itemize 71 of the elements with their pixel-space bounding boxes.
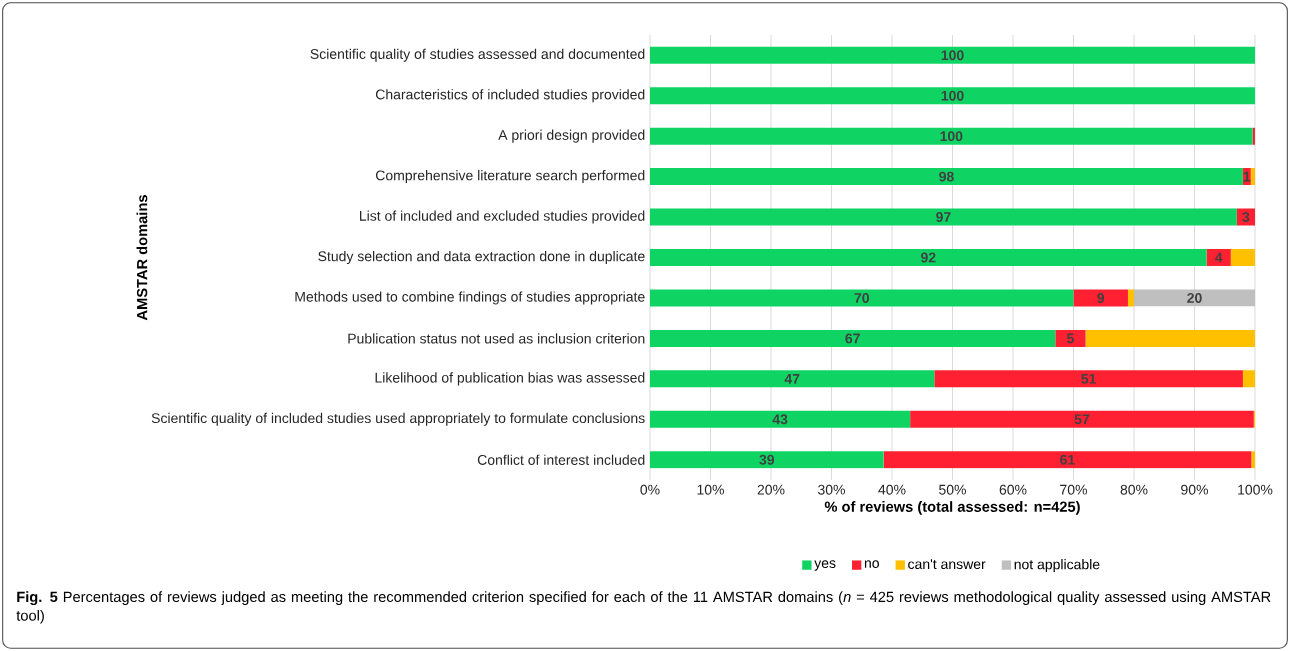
- y-tick-label: Publication status not used as inclusion criterion: [348, 333, 645, 344]
- y-tick-label: Methods used to combine findings of studies appropriate: [295, 291, 645, 305]
- data-label: 67: [845, 333, 860, 344]
- y-tick-label: Scientific quality of included studies used appropriately to formulate conclusions: [151, 412, 645, 426]
- bar: [650, 249, 1207, 267]
- data-label: 4: [1215, 252, 1223, 263]
- legend-label: not applicable: [1014, 559, 1100, 573]
- y-tick-label: Likelihood of publication bias was assessed: [375, 372, 645, 386]
- x-tick-label: 90%: [1181, 484, 1208, 495]
- data-label: 57: [1074, 414, 1090, 425]
- x-tick-label: 40%: [878, 484, 906, 495]
- bar: [1242, 370, 1255, 388]
- data-label: 92: [921, 252, 936, 263]
- y-tick-label: Study selection and data extraction done in duplicate: [318, 250, 645, 265]
- bar: [650, 410, 911, 428]
- data-label: 39: [759, 454, 775, 465]
- bar: [1085, 329, 1255, 347]
- bar: [650, 127, 1253, 145]
- bar: [1073, 289, 1128, 307]
- data-label: 1: [1243, 171, 1251, 182]
- y-tick-label: Characteristics of included studies provided: [375, 89, 645, 103]
- data-label: 97: [936, 212, 951, 223]
- data-label: 51: [1081, 373, 1097, 384]
- data-label: 61: [1060, 454, 1075, 465]
- x-tick-label: 100%: [1238, 484, 1273, 495]
- text: Fig. 5 Percentages of reviews judged as meeting the recommended criterion specified for each of the 11 AMSTAR domains (n = 425 reviews methodological quality assessed using AMSTAR tool): [16, 591, 1271, 624]
- bar: [650, 168, 1243, 186]
- bar: [910, 410, 1254, 428]
- bar: [1127, 289, 1134, 307]
- bar: [1055, 329, 1086, 347]
- legend-label: yes: [814, 560, 836, 571]
- y-tick-label: Conflict of interest included: [477, 454, 645, 465]
- y-tick-label: Scientific quality of studies assessed and documented: [310, 48, 645, 62]
- data-label: 43: [772, 414, 788, 425]
- data-label: 100: [940, 131, 963, 142]
- bar: [650, 451, 884, 469]
- bar: [1134, 289, 1255, 307]
- x-tick-label: 20%: [757, 484, 785, 495]
- x-tick-label: 80%: [1120, 484, 1148, 495]
- bar: [1206, 249, 1231, 267]
- data-label: 9: [1097, 293, 1105, 303]
- bar: [650, 87, 1255, 105]
- y-tick-label: A priori design provided: [498, 129, 645, 143]
- bar: [883, 451, 1252, 469]
- y-tick-label: Comprehensive literature search performed: [375, 170, 645, 184]
- bar: [650, 329, 1056, 347]
- bar: [650, 208, 1237, 226]
- bar: [1230, 249, 1255, 267]
- x-tick-label: 10%: [697, 484, 724, 495]
- legend-label: can't answer: [908, 559, 986, 570]
- x-tick-label: 30%: [818, 484, 845, 495]
- data-label: 5: [1067, 333, 1074, 344]
- x-tick-label: 70%: [1060, 484, 1087, 495]
- data-label: 3: [1242, 212, 1250, 223]
- x-tick-label: 0%: [640, 484, 660, 495]
- x-tick-label: 50%: [939, 484, 966, 495]
- data-label: 100: [941, 50, 964, 61]
- y-tick-label: List of included and excluded studies provided: [360, 210, 645, 224]
- bar: [650, 370, 935, 388]
- bar: [934, 370, 1243, 388]
- y-axis-title: AMSTAR domains: [136, 195, 148, 321]
- legend-label: no: [864, 560, 879, 569]
- data-label: 98: [939, 171, 954, 182]
- data-label: 47: [784, 374, 800, 384]
- x-axis-title: % of reviews (total assessed: n=425): [824, 501, 1080, 515]
- data-label: 20: [1187, 293, 1202, 303]
- x-tick-label: 60%: [999, 484, 1027, 495]
- bar: [650, 289, 1074, 307]
- data-label: 100: [941, 90, 964, 101]
- bar: [650, 46, 1255, 64]
- data-label: 70: [854, 293, 869, 303]
